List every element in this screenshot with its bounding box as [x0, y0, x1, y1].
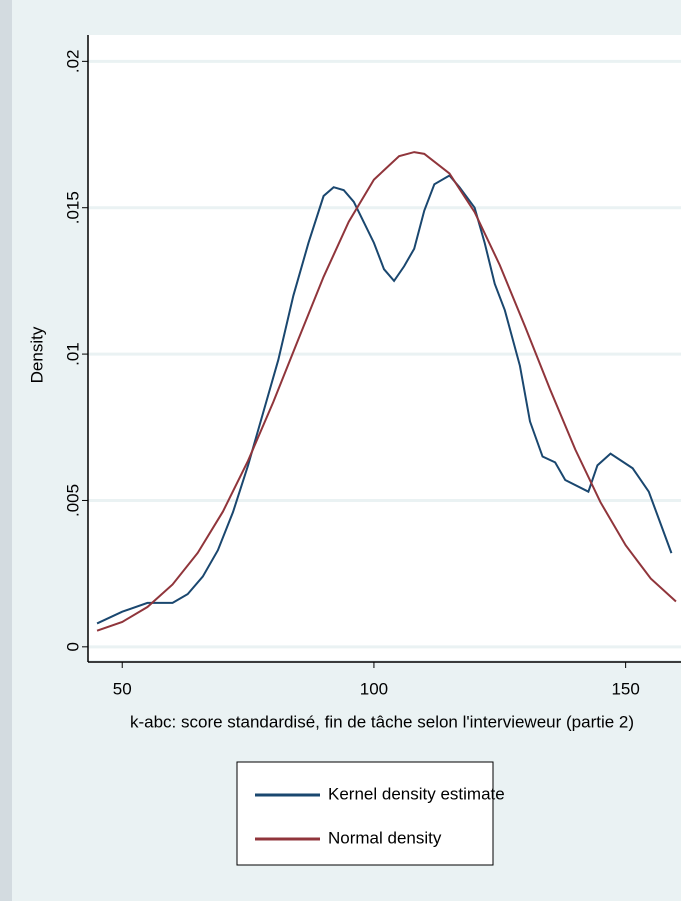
y-tick-label: .01 — [63, 342, 82, 366]
x-tick-label: 100 — [360, 679, 388, 698]
ticks: 0 .005 .01 .015 .02 50 100 150 — [63, 50, 639, 699]
series-line — [96, 151, 677, 632]
y-axis-title: Density — [27, 326, 46, 383]
x-axis-title: k-abc: score standardisé, fin de tâche s… — [130, 712, 634, 731]
lines — [96, 151, 677, 632]
series-line — [96, 174, 673, 625]
x-tick-label: 150 — [611, 679, 639, 698]
left-border — [0, 0, 12, 901]
plot-area — [88, 35, 681, 660]
y-tick-label: .015 — [63, 191, 82, 224]
y-tick-label: 0 — [63, 642, 82, 651]
legend-label: Normal density — [328, 828, 442, 847]
grid — [88, 59, 681, 649]
y-tick-label: .02 — [63, 50, 82, 74]
x-tick-label: 50 — [113, 679, 132, 698]
legend: Kernel density estimate Normal density — [255, 784, 505, 847]
y-tick-label: .005 — [63, 484, 82, 517]
legend-box — [236, 761, 494, 866]
legend-label: Kernel density estimate — [328, 784, 505, 803]
